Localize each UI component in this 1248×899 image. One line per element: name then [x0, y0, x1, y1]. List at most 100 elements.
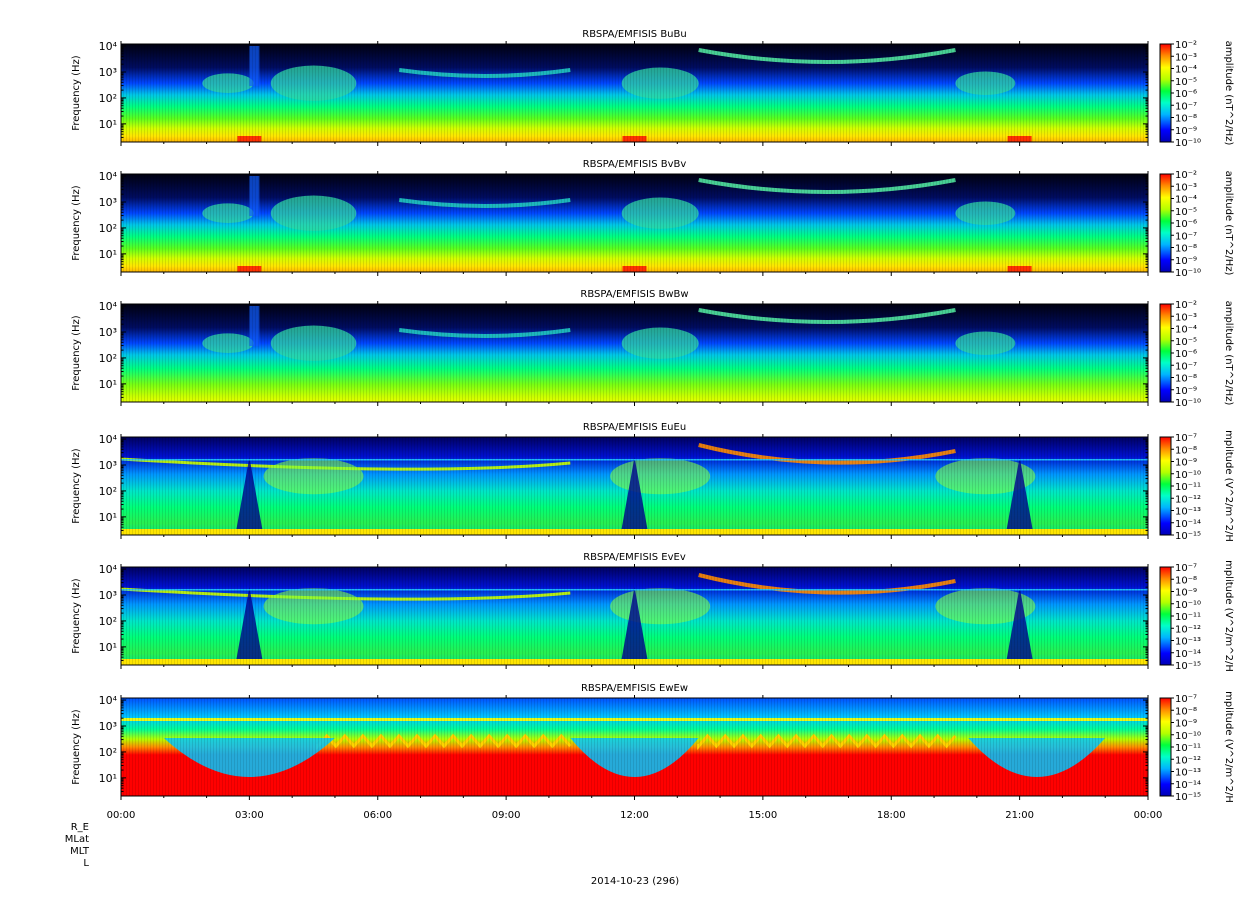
x-tick-label: 21:00 — [1005, 810, 1034, 821]
colorbar-tick-label: 10⁻⁶ — [1175, 349, 1197, 360]
colorbar-tick-label: 10⁻⁸ — [1175, 374, 1197, 385]
colorbar-tick-label: 10⁻⁷ — [1175, 101, 1197, 112]
colorbar-tick-label: 10⁻⁹ — [1175, 588, 1197, 599]
colorbar-tick-label: 10⁻¹⁰ — [1175, 398, 1201, 409]
colorbar-tick-label: 10⁻⁸ — [1175, 244, 1197, 255]
colorbar-tick-label: 10⁻⁶ — [1175, 219, 1197, 230]
colorbar-tick-label: 10⁻² — [1175, 40, 1197, 51]
y-tick-label: 10³ — [99, 326, 117, 339]
colorbar-tick-label: 10⁻¹⁵ — [1175, 792, 1201, 803]
colorbar-tick-label: 10⁻⁹ — [1175, 458, 1197, 469]
y-axis-label: Frequency (Hz) — [71, 709, 82, 785]
colorbar-tick-label: 10⁻⁸ — [1175, 575, 1197, 586]
colorbar-tick-label: 10⁻¹⁵ — [1175, 531, 1201, 542]
colorbar-tick-label: 10⁻¹⁴ — [1175, 649, 1201, 660]
spectrogram-features — [121, 174, 1148, 272]
ephemeris-label: MLat — [65, 834, 89, 845]
colorbar-tick-label: 10⁻¹⁰ — [1175, 268, 1201, 279]
colorbar-tick-label: 10⁻⁸ — [1175, 706, 1197, 717]
ephemeris-label: MLT — [70, 846, 90, 857]
y-tick-label: 10⁴ — [99, 40, 118, 53]
x-tick-label: 18:00 — [877, 810, 906, 821]
colorbar-tick-label: 10⁻⁷ — [1175, 231, 1197, 242]
panel-title: RBSPA/EMFISIS EwEw — [581, 683, 688, 694]
colorbar-tick-label: 10⁻¹⁵ — [1175, 661, 1201, 672]
y-tick-label: 10⁴ — [99, 170, 118, 183]
y-tick-label: 10² — [99, 485, 117, 498]
colorbar-tick-label: 10⁻¹⁰ — [1175, 600, 1201, 611]
panel-title: RBSPA/EMFISIS BvBv — [583, 159, 687, 170]
colorbar-tick-label: 10⁻¹² — [1175, 494, 1201, 505]
y-tick-label: 10³ — [99, 196, 117, 209]
colorbar-tick-label: 10⁻² — [1175, 170, 1197, 181]
x-tick-label: 06:00 — [363, 810, 392, 821]
y-tick-label: 10⁴ — [99, 433, 118, 446]
y-tick-label: 10¹ — [99, 118, 117, 131]
panel-title: RBSPA/EMFISIS BuBu — [582, 29, 686, 40]
ephemeris-label: L — [83, 858, 89, 869]
spectrogram-features — [121, 44, 1148, 142]
colorbar-tick-label: 10⁻⁴ — [1175, 325, 1197, 336]
colorbar-tick-label: 10⁻⁸ — [1175, 114, 1197, 125]
spectrogram-features — [121, 567, 1148, 665]
panel-title: RBSPA/EMFISIS EuEu — [583, 422, 686, 433]
colorbar-tick-label: 10⁻¹⁰ — [1175, 138, 1201, 149]
colorbar-tick-label: 10⁻² — [1175, 300, 1197, 311]
panel-4: RBSPA/EMFISIS EuEu 10¹ 10² 10³ 10⁴ Frequency … — [71, 422, 1234, 542]
colorbar — [1159, 303, 1172, 403]
colorbar-label: amplitude (nT^2/Hz) — [1223, 171, 1234, 276]
colorbar — [1159, 436, 1172, 536]
colorbar — [1159, 566, 1172, 666]
panel-2: RBSPA/EMFISIS BvBv 10¹ 10² 10³ 10⁴ Frequency … — [71, 159, 1234, 279]
colorbar-tick-label: 10⁻³ — [1175, 312, 1197, 323]
colorbar-label: mplitude (V^2/m^2/H — [1223, 430, 1234, 542]
y-tick-label: 10³ — [99, 459, 117, 472]
colorbar-tick-label: 10⁻⁷ — [1175, 694, 1197, 705]
panel-1: RBSPA/EMFISIS BuBu 10¹ 10² 10³ 10⁴ Frequency … — [71, 29, 1234, 149]
y-tick-label: 10¹ — [99, 248, 117, 261]
y-tick-label: 10² — [99, 222, 117, 235]
colorbar-tick-label: 10⁻⁹ — [1175, 126, 1197, 137]
colorbar-label: amplitude (nT^2/Hz) — [1223, 301, 1234, 406]
colorbar-tick-label: 10⁻⁵ — [1175, 207, 1197, 218]
y-axis-label: Frequency (Hz) — [71, 315, 82, 391]
colorbar-tick-label: 10⁻¹⁴ — [1175, 519, 1201, 530]
panel-6: RBSPA/EMFISIS EwEw 10¹ 10² 10³ 10⁴ Frequency … — [71, 683, 1234, 803]
colorbar-tick-label: 10⁻¹⁴ — [1175, 780, 1201, 791]
colorbar-tick-label: 10⁻¹⁰ — [1175, 470, 1201, 481]
panel-title: RBSPA/EMFISIS BwBw — [580, 289, 688, 300]
spectrogram-features — [121, 304, 1148, 402]
colorbar-tick-label: 10⁻⁷ — [1175, 433, 1197, 444]
x-tick-label: 15:00 — [748, 810, 777, 821]
colorbar-tick-label: 10⁻¹³ — [1175, 507, 1201, 518]
colorbar-label: amplitude (nT^2/Hz) — [1223, 41, 1234, 146]
y-tick-label: 10⁴ — [99, 563, 118, 576]
panel-title: RBSPA/EMFISIS EvEv — [583, 552, 686, 563]
y-tick-label: 10³ — [99, 589, 117, 602]
y-axis-label: Frequency (Hz) — [71, 578, 82, 654]
panel-3: RBSPA/EMFISIS BwBw 10¹ 10² 10³ 10⁴ Frequency … — [71, 289, 1234, 409]
date-label: 2014-10-23 (296) — [591, 876, 679, 887]
y-tick-label: 10² — [99, 615, 117, 628]
y-tick-label: 10⁴ — [99, 694, 118, 707]
colorbar-tick-label: 10⁻⁴ — [1175, 195, 1197, 206]
ephemeris-label: R_E — [71, 822, 89, 833]
colorbar-tick-label: 10⁻³ — [1175, 182, 1197, 193]
colorbar-tick-label: 10⁻¹² — [1175, 624, 1201, 635]
y-axis-label: Frequency (Hz) — [71, 448, 82, 524]
spectrogram-features — [121, 698, 1148, 796]
y-axis-label: Frequency (Hz) — [71, 55, 82, 131]
colorbar-tick-label: 10⁻⁵ — [1175, 77, 1197, 88]
colorbar-tick-label: 10⁻⁹ — [1175, 719, 1197, 730]
x-tick-label: 09:00 — [492, 810, 521, 821]
colorbar-tick-label: 10⁻¹¹ — [1175, 482, 1201, 493]
x-tick-label: 03:00 — [235, 810, 264, 821]
colorbar-tick-label: 10⁻⁴ — [1175, 65, 1197, 76]
y-tick-label: 10³ — [99, 66, 117, 79]
panel-5: RBSPA/EMFISIS EvEv 10¹ 10² 10³ 10⁴ Frequency … — [71, 552, 1234, 672]
y-axis-label: Frequency (Hz) — [71, 185, 82, 261]
x-tick-label: 00:00 — [1134, 810, 1163, 821]
x-tick-label: 12:00 — [620, 810, 649, 821]
colorbar-tick-label: 10⁻¹¹ — [1175, 612, 1201, 623]
